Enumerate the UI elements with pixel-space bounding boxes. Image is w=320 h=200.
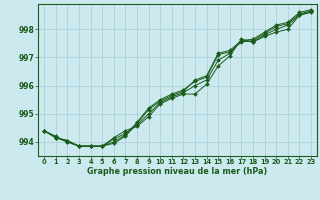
X-axis label: Graphe pression niveau de la mer (hPa): Graphe pression niveau de la mer (hPa) (87, 167, 268, 176)
